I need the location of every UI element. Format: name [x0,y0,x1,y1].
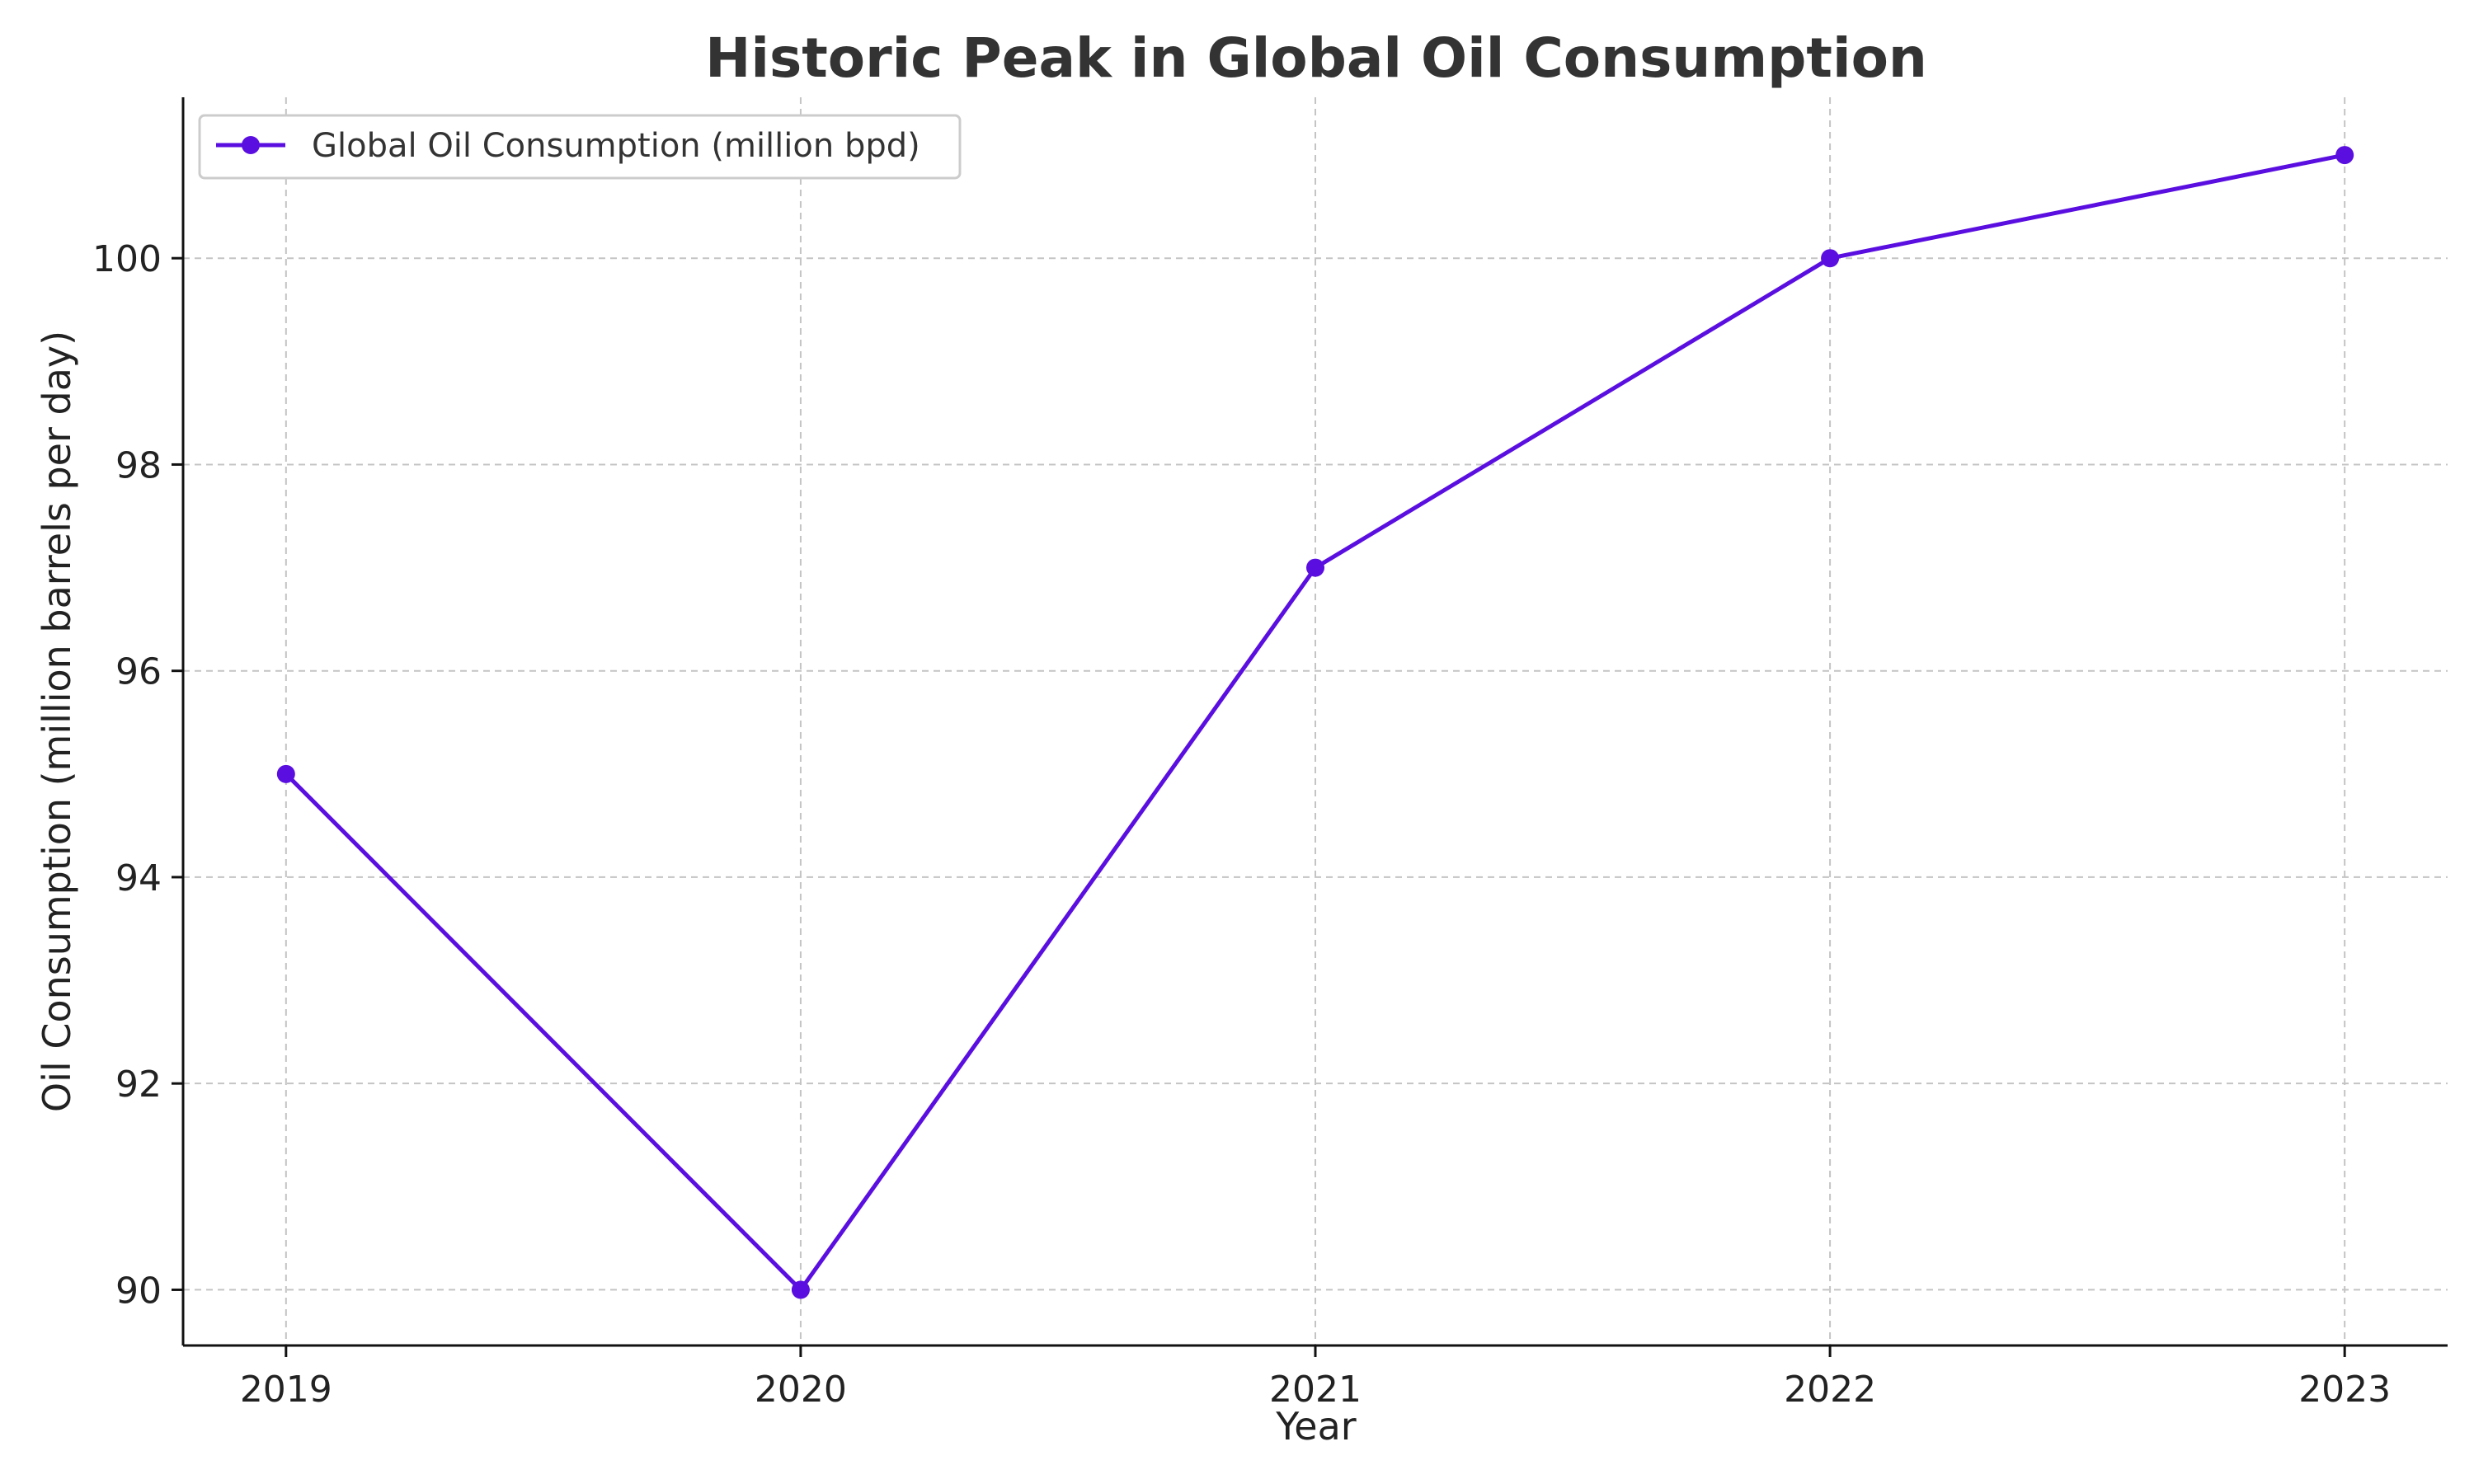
x-tick-label: 2023 [2298,1369,2391,1411]
data-point [276,764,295,783]
data-point [2335,146,2354,165]
y-axis-label: Oil Consumption (million barrels per day… [35,331,79,1112]
x-tick-label: 2021 [1269,1369,1362,1411]
data-point [1821,249,1840,268]
legend-marker [242,136,260,154]
y-tick-label: 92 [115,1064,162,1106]
legend: Global Oil Consumption (million bpd) [198,114,962,180]
series-layer [276,146,2354,1299]
tick-marks [172,256,2346,1357]
y-tick-label: 90 [115,1270,162,1312]
legend-box [198,114,962,180]
tick-labels: 2019 2020 2021 2022 2023 90 92 94 96 98 100 [92,238,2391,1411]
y-tick-label: 96 [115,651,162,693]
chart-title: Historic Peak in Global Oil Consumption [705,26,1927,90]
data-point [791,1280,810,1299]
y-tick-label: 98 [115,444,162,486]
x-tick-label: 2019 [240,1369,332,1411]
y-tick-label: 94 [115,857,162,899]
y-tick-label: 100 [92,238,162,280]
x-tick-label: 2020 [755,1369,847,1411]
data-point [1306,558,1324,577]
x-tick-label: 2022 [1784,1369,1876,1411]
x-axis-label: Year [1275,1404,1356,1449]
grid-lines [183,97,2448,1345]
legend-label: Global Oil Consumption (million bpd) [312,127,920,165]
